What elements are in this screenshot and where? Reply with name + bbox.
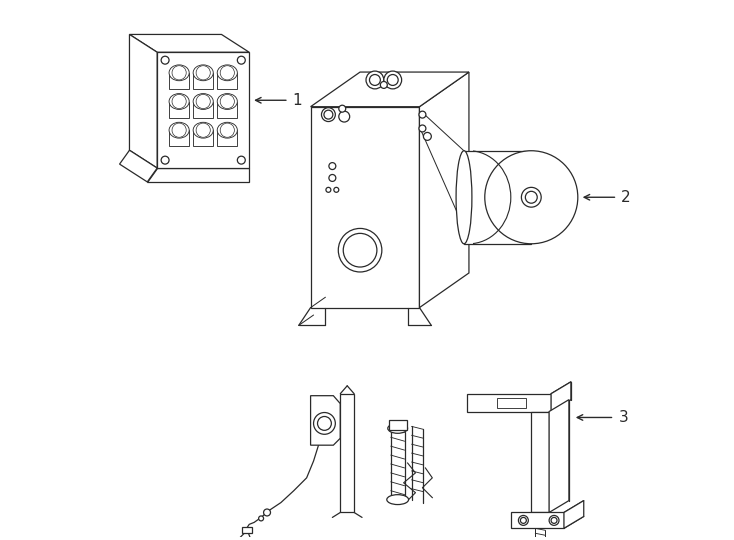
Circle shape [339, 105, 346, 112]
Ellipse shape [169, 93, 189, 110]
Polygon shape [497, 397, 526, 408]
Polygon shape [389, 421, 407, 430]
Circle shape [161, 56, 169, 64]
Circle shape [237, 56, 245, 64]
Circle shape [264, 509, 271, 516]
Circle shape [313, 413, 335, 434]
Polygon shape [129, 35, 250, 52]
Circle shape [526, 191, 537, 203]
Circle shape [196, 94, 211, 109]
Circle shape [220, 66, 234, 80]
Polygon shape [169, 130, 189, 146]
Polygon shape [467, 394, 551, 411]
Circle shape [196, 123, 211, 137]
Ellipse shape [193, 65, 214, 80]
Ellipse shape [387, 495, 409, 504]
Circle shape [172, 123, 186, 137]
Ellipse shape [169, 122, 189, 138]
Polygon shape [310, 72, 469, 107]
Polygon shape [242, 528, 252, 534]
Polygon shape [129, 35, 157, 168]
Circle shape [384, 71, 401, 89]
Text: 1: 1 [293, 93, 302, 108]
Circle shape [220, 94, 234, 109]
Polygon shape [549, 400, 569, 512]
Polygon shape [564, 501, 584, 528]
Polygon shape [217, 102, 237, 118]
Circle shape [424, 132, 432, 140]
Circle shape [344, 233, 377, 267]
Circle shape [329, 174, 336, 181]
Circle shape [520, 517, 526, 523]
Circle shape [366, 71, 384, 89]
Circle shape [521, 187, 541, 207]
Circle shape [326, 187, 331, 192]
Circle shape [258, 516, 264, 521]
Ellipse shape [217, 93, 237, 110]
Circle shape [161, 156, 169, 164]
Circle shape [419, 111, 426, 118]
Polygon shape [193, 130, 214, 146]
Circle shape [321, 107, 335, 122]
Circle shape [388, 75, 398, 85]
Circle shape [172, 66, 186, 80]
Circle shape [551, 517, 557, 523]
Circle shape [318, 416, 331, 430]
Circle shape [220, 123, 234, 137]
Polygon shape [217, 130, 237, 146]
Circle shape [338, 228, 382, 272]
Polygon shape [531, 411, 549, 512]
Ellipse shape [169, 65, 189, 80]
Ellipse shape [456, 151, 472, 244]
Circle shape [237, 156, 245, 164]
Ellipse shape [217, 65, 237, 80]
Circle shape [324, 110, 333, 119]
Polygon shape [310, 396, 341, 445]
Circle shape [334, 187, 339, 192]
Polygon shape [464, 151, 531, 244]
Polygon shape [193, 102, 214, 118]
Text: 3: 3 [618, 410, 628, 425]
Circle shape [196, 66, 211, 80]
Circle shape [172, 94, 186, 109]
Polygon shape [169, 73, 189, 89]
Polygon shape [157, 52, 250, 168]
Circle shape [380, 82, 388, 89]
Ellipse shape [388, 423, 407, 433]
Polygon shape [310, 107, 419, 308]
Ellipse shape [193, 93, 214, 110]
Polygon shape [419, 72, 469, 308]
Circle shape [484, 151, 578, 244]
Polygon shape [148, 168, 250, 182]
Circle shape [369, 75, 380, 85]
Polygon shape [169, 102, 189, 118]
Circle shape [549, 516, 559, 525]
Polygon shape [120, 150, 157, 182]
Ellipse shape [217, 122, 237, 138]
Circle shape [329, 163, 336, 170]
Polygon shape [551, 382, 571, 411]
Circle shape [339, 111, 349, 122]
Text: 2: 2 [622, 190, 631, 205]
Polygon shape [193, 73, 214, 89]
Ellipse shape [193, 122, 214, 138]
Polygon shape [341, 394, 354, 512]
Circle shape [518, 516, 528, 525]
Polygon shape [217, 73, 237, 89]
Circle shape [419, 125, 426, 132]
Polygon shape [512, 512, 564, 528]
